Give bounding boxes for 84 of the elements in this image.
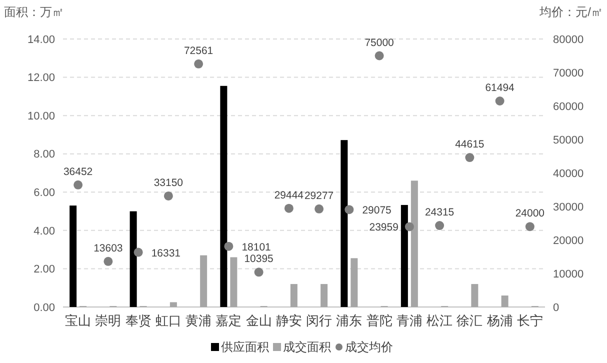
point (164, 191, 173, 200)
y2-tick-label: 60000 (553, 100, 584, 113)
point (194, 59, 204, 68)
data-label: 29277 (304, 190, 334, 202)
x-tick-label: 虹口 (155, 313, 182, 328)
x-tick-label: 长宁 (516, 313, 543, 328)
y-tick-label: 8.00 (34, 148, 55, 161)
x-tick-label: 杨浦 (486, 313, 513, 328)
point (74, 180, 83, 190)
bar (200, 255, 208, 307)
point (344, 205, 354, 214)
point (314, 204, 324, 214)
y-tick-label: 2.00 (34, 264, 55, 276)
point (104, 256, 113, 266)
data-label: 23959 (369, 222, 399, 234)
bar (501, 296, 508, 307)
bar (70, 206, 77, 307)
x-tick-label: 青浦 (396, 313, 422, 328)
legend-label: 成交均价 (345, 340, 393, 354)
y-tick-label: 6.00 (34, 186, 55, 199)
bar (400, 204, 408, 307)
data-label: 44615 (455, 138, 484, 151)
data-label: 36452 (63, 166, 93, 178)
point (224, 242, 234, 251)
data-label: 61494 (485, 82, 515, 94)
y-tick-label: 10.00 (27, 110, 55, 122)
x-tick-label: 崇明 (95, 313, 122, 328)
y-tick-label: 12.00 (27, 72, 55, 84)
data-label: 75000 (364, 36, 394, 49)
point (465, 153, 474, 162)
y-tick-label: 4.00 (34, 225, 55, 238)
point (404, 222, 414, 232)
x-tick-label: 黄浦 (186, 313, 212, 328)
x-tick-label: 徐汇 (456, 313, 483, 328)
bar (220, 86, 228, 307)
y-tick-label: 0.00 (34, 302, 55, 314)
x-tick-label: 嘉定 (216, 313, 242, 328)
y2-tick-label: 40000 (553, 168, 584, 180)
bar (130, 211, 137, 307)
point (134, 248, 143, 257)
x-tick-label: 奉贤 (125, 313, 152, 328)
data-label: 18101 (242, 241, 272, 254)
y2-tick-label: 20000 (553, 234, 584, 247)
y-tick-label: 14.00 (27, 34, 55, 46)
data-label: 29075 (362, 204, 392, 217)
data-label: 33150 (154, 176, 184, 189)
data-label: 72561 (184, 44, 214, 57)
bar (290, 284, 298, 307)
data-label: 13603 (94, 242, 123, 254)
y2-tick-label: 50000 (553, 134, 584, 146)
x-tick-label: 普陀 (366, 313, 392, 328)
point (435, 221, 444, 230)
point (374, 51, 384, 60)
data-label: 10395 (244, 253, 274, 266)
y2-tick-label: 10000 (553, 268, 584, 280)
data-label: 16331 (151, 247, 181, 260)
x-tick-label: 金山 (246, 313, 272, 328)
x-tick-label: 静安 (276, 313, 302, 328)
bar (230, 257, 238, 307)
y2-tick-label: 30000 (553, 201, 584, 214)
bar (320, 284, 328, 307)
y2-axis-title: 均价：元/㎡ (538, 5, 603, 19)
point (254, 268, 264, 277)
x-tick-label: 宝山 (65, 313, 92, 328)
legend-label: 成交面积 (283, 340, 331, 354)
data-label: 24315 (424, 206, 454, 219)
bar (410, 180, 418, 307)
bar (471, 284, 478, 307)
x-tick-label: 浦东 (336, 313, 362, 328)
x-tick-label: 闵行 (306, 313, 332, 328)
x-tick-label: 松江 (426, 313, 453, 328)
point (284, 204, 294, 213)
point (525, 222, 534, 232)
bar (170, 302, 177, 307)
y2-tick-label: 70000 (553, 67, 584, 80)
bar (350, 258, 358, 307)
y2-tick-label: 0 (553, 302, 560, 314)
point (495, 96, 504, 106)
data-label: 24000 (515, 208, 545, 220)
data-label: 29444 (274, 189, 304, 202)
legend-label: 供应面积 (221, 340, 269, 354)
y2-tick-label: 80000 (553, 34, 584, 46)
bar (340, 140, 348, 307)
y-axis-title: 面积：万㎡ (4, 5, 64, 19)
